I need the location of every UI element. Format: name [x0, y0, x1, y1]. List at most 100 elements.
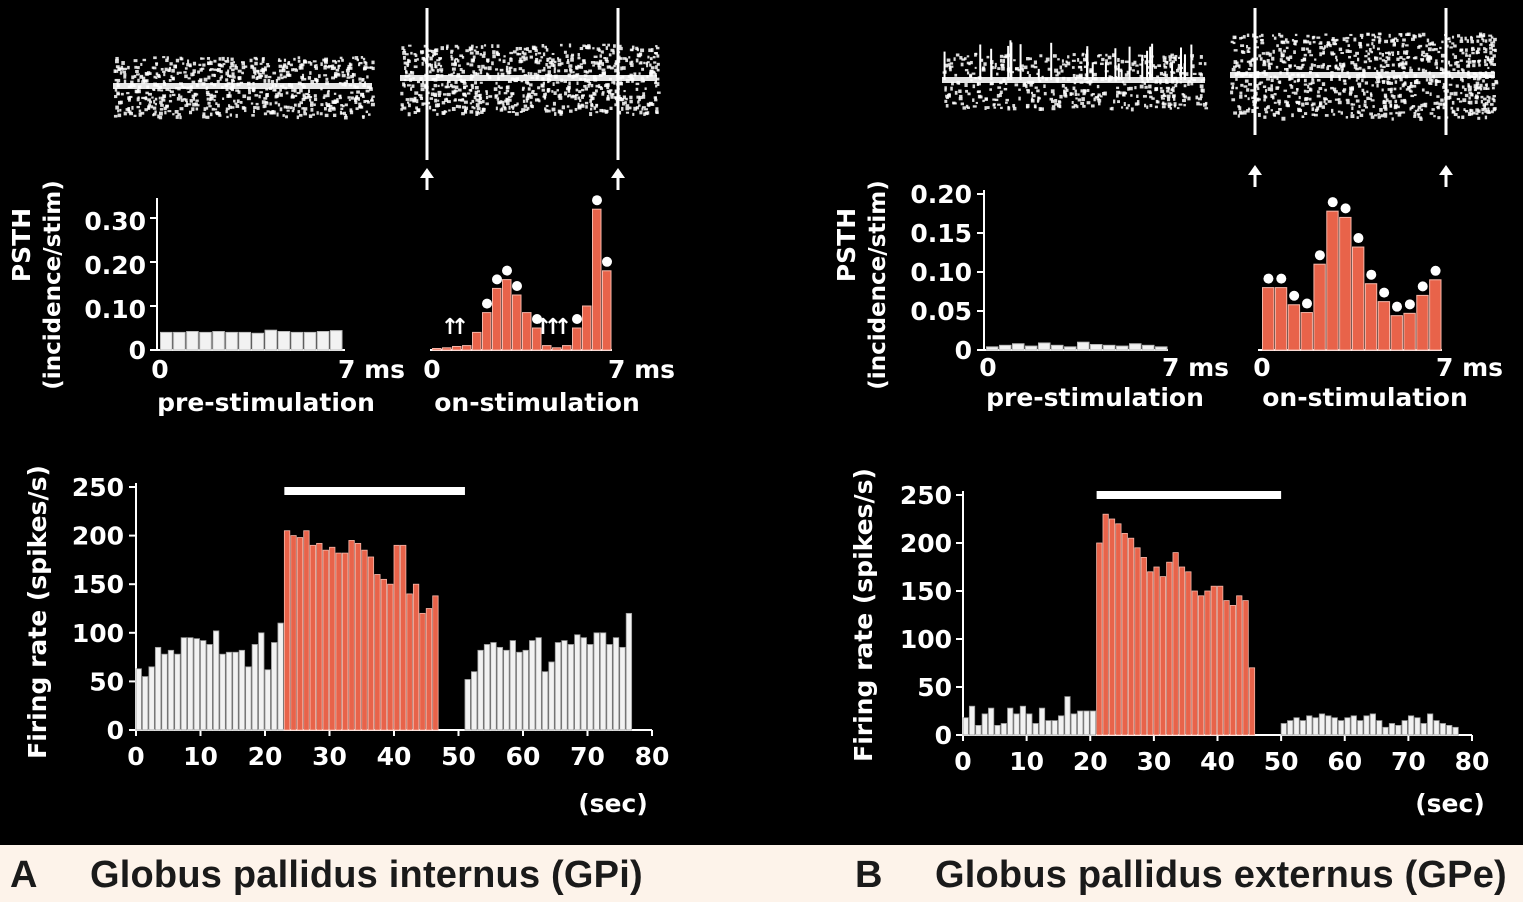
trace-noise — [1467, 60, 1472, 64]
trace-noise — [581, 94, 584, 99]
trace-noise — [1448, 83, 1453, 86]
trace-noise — [346, 67, 350, 71]
rate-bar — [1051, 720, 1058, 736]
trace-noise — [195, 104, 200, 107]
trace-noise — [575, 88, 579, 92]
trace-noise — [1264, 89, 1268, 93]
trace-noise — [541, 69, 546, 72]
rate-xtick-label: 20 — [248, 742, 283, 771]
trace-noise — [1005, 98, 1009, 102]
trace-noise — [331, 107, 336, 111]
trace-noise — [1176, 107, 1180, 110]
trace-noise — [1345, 39, 1349, 43]
trace-noise — [1105, 62, 1110, 66]
trace-noise — [1358, 41, 1362, 46]
trace-noise — [342, 104, 345, 108]
trace-noise — [1487, 107, 1490, 111]
trace-noise — [1082, 92, 1086, 96]
on-stimulation-label-a: on-stimulation — [434, 388, 640, 417]
trace-noise — [1290, 77, 1294, 80]
trace-noise — [544, 45, 547, 49]
trace-noise — [952, 101, 956, 105]
trace-noise — [1488, 44, 1492, 47]
trace-noise — [1479, 83, 1483, 88]
stimulus-arrow-icon — [420, 168, 434, 178]
trace-noise — [1146, 105, 1149, 109]
trace-noise — [1127, 87, 1130, 91]
trace-noise — [579, 99, 582, 102]
trace-noise — [469, 76, 473, 81]
rate-ytick-label: 0 — [107, 716, 124, 745]
trace-noise — [1258, 82, 1262, 86]
trace-noise — [225, 78, 229, 82]
trace-noise — [1038, 79, 1042, 83]
trace-noise — [334, 61, 338, 64]
trace-noise — [574, 107, 578, 112]
trace-noise — [228, 91, 231, 95]
trace-noise — [649, 69, 653, 74]
trace-noise — [473, 106, 476, 110]
trace-noise — [1492, 95, 1496, 98]
trace-noise — [1385, 98, 1389, 102]
trace-noise — [572, 74, 577, 78]
trace-noise — [400, 103, 404, 107]
rate-bar — [1096, 542, 1103, 736]
trace-noise — [1179, 81, 1182, 84]
trace-noise — [443, 93, 447, 96]
trace-noise — [641, 106, 646, 109]
trace-noise — [483, 51, 486, 55]
trace-noise — [1270, 84, 1273, 88]
trace-noise — [1338, 62, 1342, 67]
trace-noise — [349, 110, 354, 115]
trace-noise — [1324, 102, 1328, 105]
trace-noise — [209, 96, 214, 101]
trace-noise — [291, 89, 295, 92]
trace-noise — [166, 56, 169, 60]
trace-noise — [534, 60, 537, 64]
rate-xticks-a: 0 10 20 30 40 50 60 70 80 — [127, 730, 669, 771]
trace-noise — [484, 44, 487, 47]
rate-xtick-label: 60 — [506, 742, 541, 771]
rate-bar — [496, 646, 504, 731]
trace-noise — [349, 63, 353, 67]
trace-noise — [471, 105, 474, 109]
trace-noise — [1268, 52, 1272, 57]
trace-noise — [1162, 55, 1165, 59]
trace-noise — [1492, 99, 1496, 103]
trace-noise — [226, 115, 229, 119]
trace-noise — [1246, 49, 1250, 53]
trace-noise — [413, 110, 418, 114]
trace-noise — [585, 46, 590, 50]
trace-noise — [452, 71, 455, 74]
trace-noise — [628, 56, 631, 59]
trace-noise — [1244, 94, 1247, 98]
trace-noise — [652, 55, 656, 59]
trace-noise — [1366, 96, 1370, 100]
trace-noise — [1390, 87, 1393, 91]
trace-noise — [146, 85, 150, 89]
trace-noise — [190, 72, 194, 77]
trace-noise — [206, 97, 209, 101]
trace-noise — [656, 77, 660, 81]
trace-noise — [325, 77, 329, 81]
trace-noise — [241, 61, 245, 64]
trace-noise — [153, 88, 156, 91]
rate-bar — [1058, 715, 1065, 736]
trace-noise — [536, 73, 540, 78]
trace-noise — [345, 68, 350, 73]
trace-noise — [495, 106, 498, 111]
trace-noise — [582, 61, 587, 65]
trace-noise — [534, 98, 539, 102]
rate-bar — [535, 637, 542, 731]
trace-noise — [637, 54, 642, 58]
trace-noise — [546, 57, 550, 61]
trace-noise — [522, 99, 526, 103]
trace-noise — [326, 103, 331, 108]
trace-noise — [1187, 82, 1190, 86]
trace-noise — [302, 85, 306, 89]
trace-noise — [244, 65, 248, 68]
trace-noise — [420, 87, 425, 92]
trace-noise — [1458, 100, 1463, 103]
trace-noise — [1362, 75, 1366, 79]
trace-noise — [1459, 59, 1463, 62]
